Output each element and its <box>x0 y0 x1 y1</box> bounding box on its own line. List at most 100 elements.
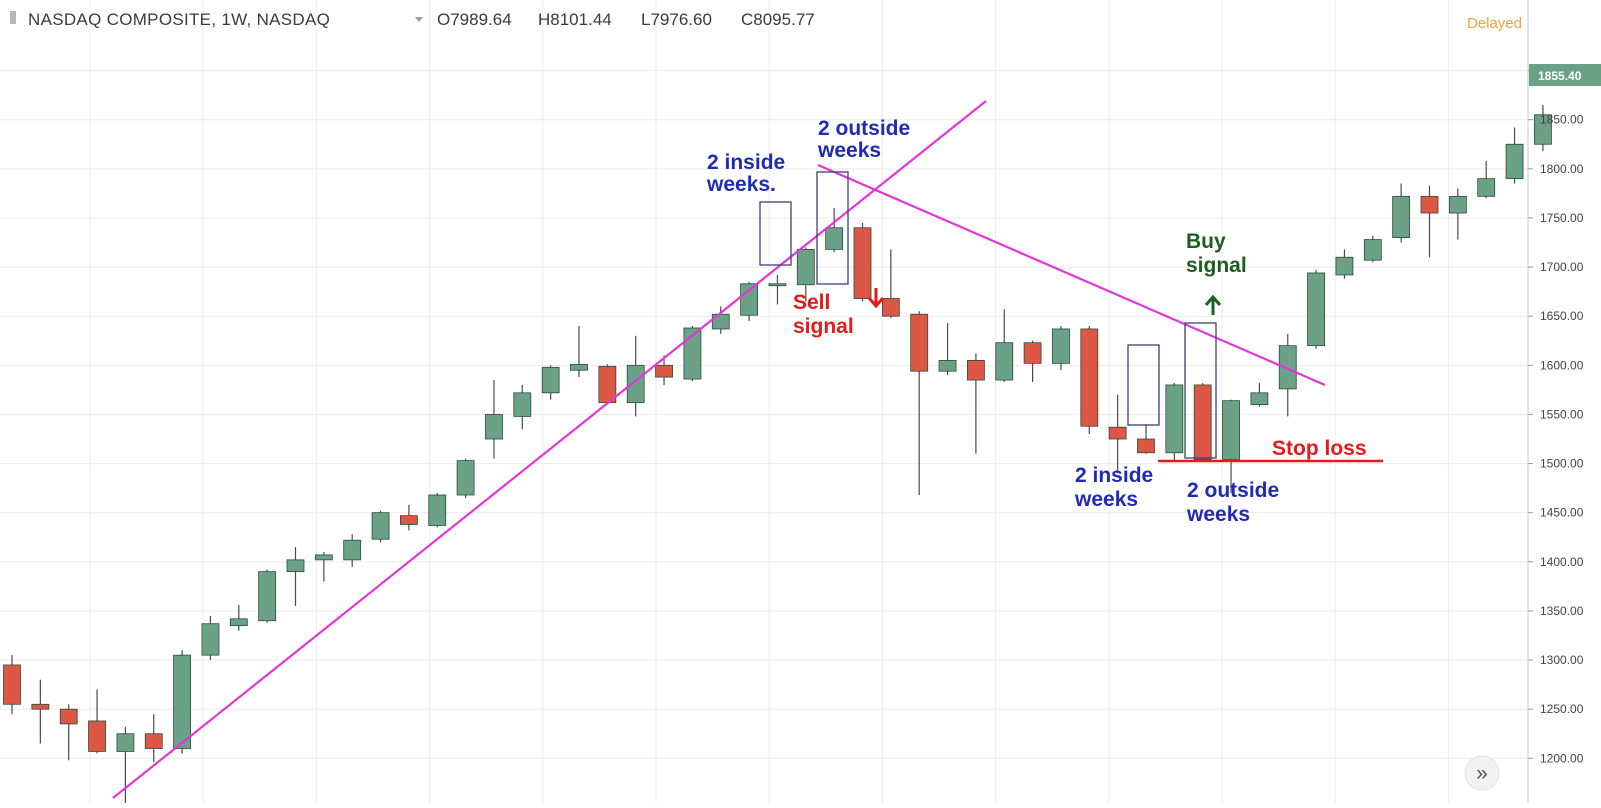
candle[interactable] <box>3 655 21 715</box>
symbol-title[interactable]: NASDAQ COMPOSITE, 1W, NASDAQ <box>28 10 330 29</box>
candle[interactable] <box>1023 340 1042 383</box>
candle[interactable] <box>144 714 163 763</box>
candle[interactable] <box>116 726 135 808</box>
candle[interactable] <box>1222 399 1240 494</box>
annotation-inside-weeks-1-line2: weeks. <box>706 173 776 196</box>
annotation-outside-weeks-2-line2: weeks <box>1186 503 1250 526</box>
candle-body-up <box>1307 272 1325 347</box>
candle-body-up <box>258 571 277 622</box>
candle[interactable] <box>683 326 702 382</box>
candle[interactable] <box>258 569 277 623</box>
annotation-sell-signal-line2: signal <box>793 315 854 338</box>
candle[interactable] <box>995 309 1014 383</box>
candle[interactable] <box>825 208 844 253</box>
status-delayed: Delayed <box>1467 15 1522 32</box>
candle[interactable] <box>1505 127 1524 184</box>
candle[interactable] <box>881 249 900 319</box>
candle[interactable] <box>428 493 447 528</box>
candle[interactable] <box>201 615 220 661</box>
candle-body-up <box>711 313 730 330</box>
candle-body-down <box>1420 195 1439 214</box>
candle-body-down <box>655 364 673 378</box>
candle[interactable] <box>173 650 192 754</box>
scroll-right-button[interactable]: » <box>1464 755 1500 791</box>
candle[interactable] <box>1335 249 1354 279</box>
candle[interactable] <box>229 605 248 631</box>
candle-body-up <box>428 494 447 526</box>
annotation-outside-weeks-1-line1: 2 outside <box>818 117 910 140</box>
candle-body-down <box>3 664 21 705</box>
candle[interactable] <box>1534 104 1552 152</box>
candle[interactable] <box>541 365 560 400</box>
candle-body-down <box>59 708 78 725</box>
candle[interactable] <box>343 534 362 567</box>
candle[interactable] <box>485 380 503 459</box>
candle-body-down <box>967 359 985 381</box>
candle-body-up <box>286 559 305 573</box>
candle-body-up <box>1335 256 1354 276</box>
candle[interactable] <box>1193 382 1212 462</box>
candle-body-up <box>371 512 390 540</box>
candle-body-up <box>1363 239 1382 261</box>
candle[interactable] <box>1080 326 1099 435</box>
candle[interactable] <box>286 547 305 607</box>
candle[interactable] <box>1307 270 1325 349</box>
candle[interactable] <box>626 335 645 417</box>
candle[interactable] <box>513 384 532 430</box>
candle[interactable] <box>796 247 815 302</box>
candle[interactable] <box>853 222 872 302</box>
candle-body-up <box>740 283 758 316</box>
candle[interactable] <box>967 353 985 454</box>
candle[interactable] <box>1420 185 1439 258</box>
annotation-stop-loss: Stop loss <box>1272 437 1367 460</box>
candle[interactable] <box>399 504 418 531</box>
candle-body-up <box>314 554 333 561</box>
candle[interactable] <box>655 355 673 385</box>
candle[interactable] <box>1363 235 1382 263</box>
inside-weeks-box-1 <box>759 201 792 266</box>
dropdown-caret-icon[interactable] <box>415 17 423 22</box>
candle-body-up <box>1505 143 1524 180</box>
candle-body-up <box>116 733 135 752</box>
candle-body-up <box>995 342 1014 381</box>
candle[interactable] <box>88 689 106 754</box>
candle-body-up <box>570 363 588 371</box>
chart-header: NASDAQ COMPOSITE, 1W, NASDAQ O7989.64 H8… <box>10 10 1522 32</box>
candle[interactable] <box>711 306 730 334</box>
candle[interactable] <box>31 679 50 744</box>
candle[interactable] <box>1137 424 1155 454</box>
candle[interactable] <box>768 274 787 305</box>
price-tick-label: 1350.00 <box>1540 604 1584 618</box>
candle[interactable] <box>456 458 475 498</box>
candle-body-down <box>31 703 50 710</box>
uptrend-line[interactable] <box>112 100 987 799</box>
candle[interactable] <box>740 281 758 322</box>
candle[interactable] <box>59 704 78 761</box>
candle[interactable] <box>910 311 929 496</box>
candle-body-up <box>768 283 787 287</box>
candle[interactable] <box>1278 333 1297 417</box>
price-tick-label: 1550.00 <box>1540 407 1584 421</box>
candle[interactable] <box>314 551 333 582</box>
symbol-flag-icon <box>10 11 16 24</box>
annotation-buy-signal-line1: Buy <box>1186 230 1226 253</box>
candle[interactable] <box>1165 382 1184 461</box>
candle[interactable] <box>1448 188 1467 240</box>
candle[interactable] <box>1108 394 1127 474</box>
candle[interactable] <box>1392 183 1411 243</box>
candle[interactable] <box>570 326 588 378</box>
candle[interactable] <box>938 323 957 376</box>
candle[interactable] <box>1052 326 1070 371</box>
candle-body-up <box>1448 195 1467 214</box>
candle-body-down <box>1080 328 1099 427</box>
annotation-inside-weeks-1-line1: 2 inside <box>707 151 785 174</box>
downtrend-line[interactable] <box>817 163 1326 387</box>
candle[interactable] <box>371 510 390 543</box>
outside-weeks-box-2 <box>1184 322 1217 459</box>
candle-body-up <box>541 366 560 394</box>
candle[interactable] <box>1250 382 1269 407</box>
candle-body-up <box>1534 114 1552 145</box>
candle[interactable] <box>1477 160 1496 199</box>
candles <box>3 104 1552 808</box>
